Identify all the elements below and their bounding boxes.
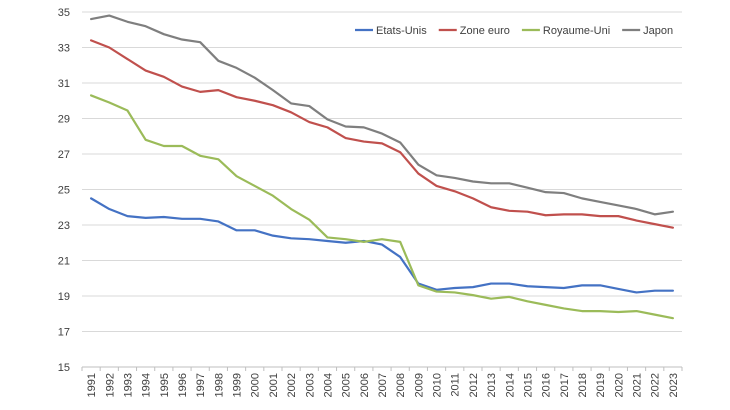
legend-label: Royaume-Uni [543,25,610,37]
x-tick-label: 1992 [104,373,116,397]
axes: 15 17 19 21 23 25 27 29 31 33 35 1991 1992 1993 1994 19… [58,7,683,397]
legend: Etats-Unis Zone euro Royaume-Uni Japon [355,25,673,37]
x-tick-label: 2002 [286,373,298,397]
y-tick-label: 25 [58,185,70,197]
legend-label: Zone euro [460,25,510,37]
x-tick-label: 1996 [177,373,189,397]
x-tick-label: 2004 [322,373,334,397]
x-tick-label: 2023 [668,373,680,397]
x-tick-label: 2011 [450,373,462,397]
y-tick-label: 31 [58,78,70,90]
x-tick-label: 2017 [559,373,571,397]
series-line-0 [89,197,675,294]
x-tick-label: 2010 [432,373,444,397]
x-tick-label: 1997 [195,373,207,397]
legend-label: Etats-Unis [376,25,427,37]
x-tick-label: 2005 [341,373,353,397]
x-tick-label: 2012 [468,373,480,397]
x-tick-label: 2009 [413,373,425,397]
y-tick-label: 27 [58,149,70,161]
x-tick-label: 2015 [522,373,534,397]
x-tick-label: 2007 [377,373,389,397]
x-tick-label: 2013 [486,373,498,397]
gridlines [82,11,682,332]
x-tick-label: 2018 [577,373,589,397]
x-tick-label: 2008 [395,373,407,397]
x-tick-label: 2001 [268,373,280,397]
x-tick-label: 2003 [304,373,316,397]
y-tick-label: 21 [58,256,70,268]
x-tick-label: 1999 [232,373,244,397]
x-tick-label: 2000 [250,373,262,397]
x-tick-label: 1993 [122,373,134,397]
x-tick-label: 1995 [159,373,171,397]
x-tick-label: 2021 [632,373,644,397]
y-tick-label: 17 [58,327,70,339]
y-tick-label: 19 [58,291,70,303]
series-line-3 [89,14,675,216]
x-tick-label: 2022 [650,373,662,397]
y-tick-label: 33 [58,43,70,55]
legend-label: Japon [643,25,673,37]
x-tick-label: 1994 [141,373,153,397]
y-tick-label: 35 [58,7,70,19]
x-tick-label: 2016 [541,373,553,397]
x-tick-label: 2006 [359,373,371,397]
x-tick-label: 2019 [595,373,607,397]
x-tick-label: 1998 [213,373,225,397]
x-tick-label: 1991 [86,373,98,397]
y-tick-label: 15 [58,362,70,374]
x-tick-label: 2020 [613,373,625,397]
x-tick-label: 2014 [504,373,516,397]
series-line-2 [89,94,675,320]
y-tick-label: 23 [58,220,70,232]
y-tick-label: 29 [58,114,70,126]
series-lines [89,14,675,320]
series-line-1 [89,39,675,229]
